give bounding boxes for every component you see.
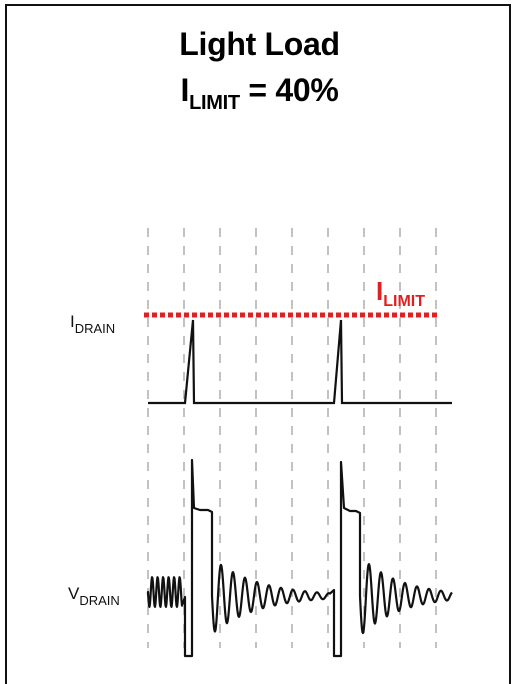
vdrain-waveform (146, 458, 453, 658)
ilimit-label: ILIMIT (376, 276, 425, 310)
idrain-waveform (148, 319, 452, 405)
vdrain-label-main: V (68, 584, 80, 603)
title-i: I (180, 72, 190, 108)
title-line-1: Light Load (179, 26, 340, 62)
idrain-label-main: I (70, 312, 75, 331)
idrain-label-subscript: DRAIN (75, 321, 115, 336)
idrain-label: IDRAIN (70, 312, 115, 336)
ilimit-label-main: I (376, 276, 383, 306)
title-line-2: ILIMIT = 40% (0, 72, 519, 114)
title-value: = 40% (239, 72, 339, 108)
title-limit-subscript: LIMIT (189, 92, 240, 114)
vdrain-label-subscript: DRAIN (79, 593, 119, 608)
ilimit-label-subscript: LIMIT (383, 293, 425, 310)
vdrain-label: VDRAIN (68, 584, 120, 608)
diagram-frame (5, 4, 511, 684)
